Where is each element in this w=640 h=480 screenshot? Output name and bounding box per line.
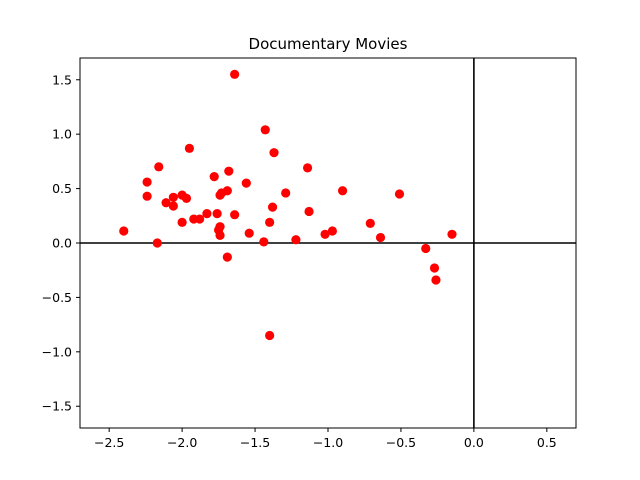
y-tick-label: −1.0 (42, 344, 72, 359)
data-point (230, 69, 240, 79)
data-point (184, 143, 195, 153)
y-axis: −1.5 −1.0 −0.5 0.0 0.5 1.0 1.5 (42, 72, 80, 414)
y-tick-label: 1.0 (52, 127, 72, 142)
y-tick-label: 0.0 (52, 236, 72, 251)
data-point (230, 210, 240, 220)
data-point (337, 186, 348, 196)
x-tick-label: −2.0 (167, 435, 197, 450)
plot-area (80, 58, 576, 428)
chart-title: Documentary Movies (249, 35, 408, 53)
data-point (260, 125, 270, 135)
x-tick-label: −2.5 (94, 435, 124, 450)
data-point (168, 201, 178, 211)
data-point (212, 209, 222, 219)
x-axis: −2.5 −2.0 −1.5 −1.0 −0.5 0.0 0.5 (94, 428, 557, 450)
data-point (224, 166, 234, 176)
data-point (202, 209, 212, 219)
data-point (394, 189, 405, 199)
data-point (177, 217, 187, 227)
x-tick-label: −1.5 (240, 435, 270, 450)
x-tick-label: 0.5 (537, 435, 557, 450)
data-point (168, 192, 178, 202)
data-point (241, 178, 251, 188)
data-point (265, 217, 275, 227)
data-point (244, 228, 254, 238)
data-point (375, 232, 386, 243)
data-point (181, 193, 192, 203)
data-point (302, 163, 313, 173)
data-point (142, 191, 152, 201)
data-point (209, 172, 219, 182)
data-point (281, 188, 291, 198)
data-point (265, 330, 275, 341)
x-tick-label: 0.0 (464, 435, 484, 450)
data-point (119, 226, 129, 236)
x-tick-label: −0.5 (386, 435, 416, 450)
data-point (161, 198, 171, 208)
data-point (215, 230, 225, 240)
data-point (152, 238, 162, 248)
data-point (195, 214, 205, 224)
data-point (447, 229, 457, 239)
data-point (142, 177, 152, 187)
x-tick-label: −1.0 (313, 435, 343, 450)
data-point (320, 229, 330, 239)
data-point (222, 252, 232, 262)
y-tick-label: −0.5 (42, 290, 72, 305)
y-tick-label: 0.5 (52, 181, 72, 196)
data-point (431, 275, 441, 285)
data-point (429, 263, 440, 273)
data-point (291, 235, 301, 245)
plot-frame (79, 57, 577, 429)
y-tick-label: −1.5 (42, 399, 72, 414)
data-point (327, 226, 337, 236)
data-point (421, 243, 431, 254)
data-point (267, 202, 278, 212)
data-point (259, 237, 269, 247)
data-point (215, 190, 225, 200)
data-point (304, 206, 314, 217)
data-point (269, 148, 279, 158)
y-tick-label: 1.5 (52, 72, 72, 87)
data-point (365, 218, 375, 229)
data-point (154, 162, 164, 172)
